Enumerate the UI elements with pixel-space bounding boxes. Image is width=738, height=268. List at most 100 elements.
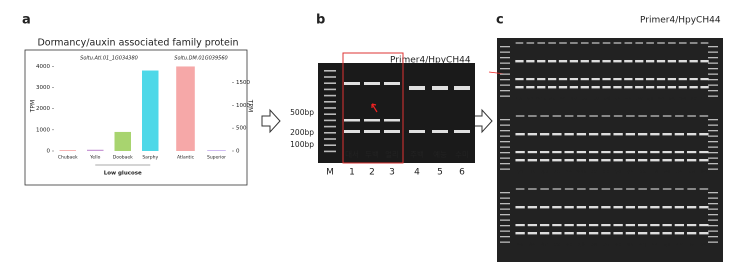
bar (114, 131, 131, 151)
gel-band (674, 232, 685, 235)
marker-label: 200bp (290, 128, 314, 137)
gel-band (588, 133, 599, 136)
ladder-band (500, 168, 510, 170)
lane-name: 새봉 (664, 242, 671, 247)
gel-band (601, 159, 611, 162)
gel-band (537, 78, 546, 81)
gel-band (613, 151, 623, 154)
gel-band (547, 60, 557, 63)
lane-name: 조원 (668, 96, 675, 101)
gel-band (552, 151, 562, 154)
panel-label: c (496, 13, 504, 28)
ladder-band (708, 230, 718, 232)
well (638, 115, 647, 117)
ladder-band (500, 197, 510, 199)
ladder-band (708, 68, 718, 70)
ladder-band (324, 150, 336, 153)
ladder-band (500, 146, 510, 148)
well (528, 115, 537, 117)
ladder-band (708, 141, 718, 143)
gel-band (674, 133, 685, 136)
panel-label: a (22, 13, 31, 28)
ladder-band (708, 84, 718, 86)
gel-band (667, 60, 677, 63)
well (601, 115, 611, 117)
well (689, 42, 698, 44)
ladder-band (500, 130, 510, 132)
gel-band (591, 86, 600, 89)
gel-band (539, 133, 550, 136)
lane-name: 수미 (455, 150, 469, 159)
lane-name: 홍감 (541, 242, 548, 247)
gel-band (667, 86, 677, 89)
ladder-band (708, 219, 718, 221)
gel-image (497, 38, 723, 262)
bar (176, 66, 195, 151)
lane-name: 두백 (365, 149, 379, 159)
well (668, 42, 676, 44)
lane-name: 조풍 (615, 242, 622, 247)
lane-name: 금선 (676, 169, 683, 174)
ladder-band (708, 157, 718, 159)
lane-name: 대서 (516, 96, 523, 101)
subplot-title: Soltu.Atl.01_1G034380 (80, 56, 138, 62)
ladder-band (500, 57, 510, 59)
well (540, 188, 549, 190)
chart-title: Dormancy/auxin associated family protein (37, 38, 238, 49)
ladder-band (500, 208, 510, 210)
gel-band (364, 130, 380, 133)
gel-band (537, 60, 546, 63)
gel-band (678, 86, 687, 89)
gel-band (689, 60, 698, 63)
gel-band (527, 224, 538, 227)
lane-name: 하모 (570, 96, 577, 101)
y-tick-label: 4000 (36, 64, 50, 70)
well (540, 115, 549, 117)
lane-name: 수미 (560, 96, 567, 101)
lane-name: 추풍 (602, 169, 609, 174)
lane-name: 자홍 (578, 242, 585, 247)
gel-band (686, 133, 697, 136)
well (577, 188, 586, 190)
gel-band (564, 224, 574, 227)
gel-band (613, 86, 622, 89)
gel-band (591, 78, 600, 81)
gel-band (601, 133, 611, 136)
gel-band (602, 78, 611, 81)
lane-name: 진선 (651, 242, 658, 247)
gel-band (650, 159, 660, 162)
well (699, 188, 709, 190)
lane-name: 대관 (688, 242, 695, 247)
well (638, 188, 647, 190)
gel-band (364, 82, 380, 85)
ladder-band (708, 225, 718, 227)
gel-band (580, 78, 589, 81)
y-tick-label: 500 (236, 126, 247, 132)
gel-band (650, 151, 660, 154)
lane-name: 방울 (553, 242, 560, 247)
ladder-band (708, 146, 718, 148)
y-tick-label: 0 (47, 149, 51, 155)
gel-band (576, 151, 587, 154)
x-tick-label: Atlantic (177, 155, 195, 161)
gel-band (515, 232, 525, 235)
gel-band (515, 224, 525, 227)
gel-band (539, 159, 550, 162)
gel-band (650, 224, 660, 227)
gel-title: Primer4/HpyCH44 (640, 16, 721, 26)
bar (87, 149, 104, 151)
arrow (261, 108, 281, 134)
ladder-band (324, 138, 336, 140)
gel-image (318, 63, 475, 163)
ladder-band (708, 79, 718, 81)
ladder-band (500, 90, 510, 92)
well (564, 188, 574, 190)
gel-band (344, 82, 360, 85)
gel-band (662, 151, 672, 154)
ladder-band (708, 168, 718, 170)
ladder-band (708, 46, 718, 48)
gel-band (564, 232, 574, 235)
gel-title: Primer4/HpyCH44 (390, 56, 471, 66)
lane-name: 새봉 (647, 96, 654, 101)
ladder-band (324, 101, 336, 103)
